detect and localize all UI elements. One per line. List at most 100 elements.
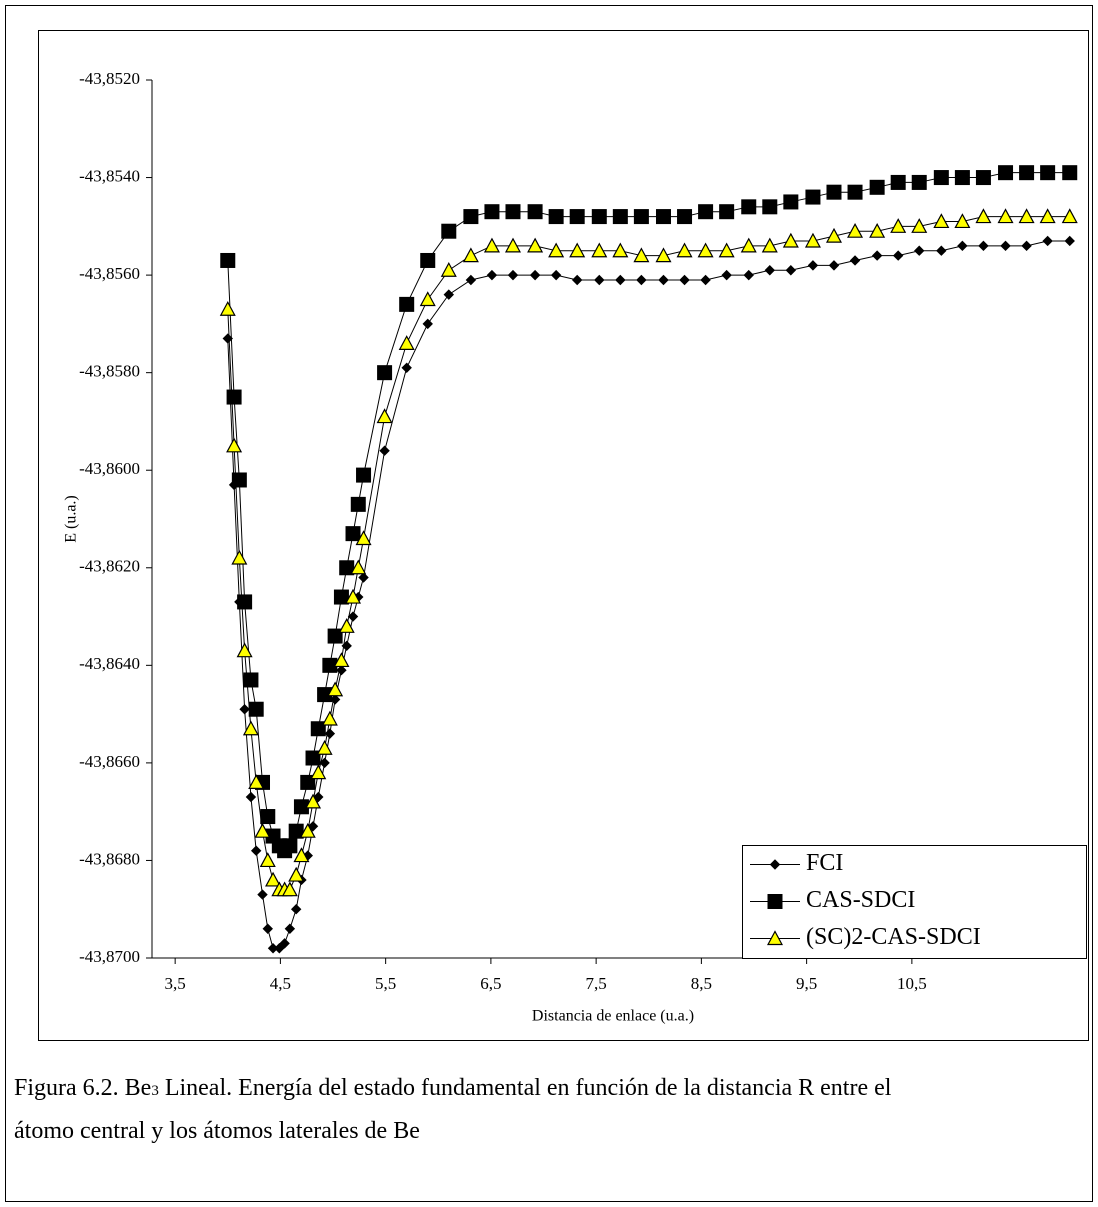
marker-diamond [743, 269, 754, 281]
y-tick-label: -43,8620 [79, 557, 140, 576]
marker-diamond [262, 923, 273, 934]
marker-triangle [226, 437, 243, 453]
marker-triangle [265, 871, 282, 887]
y-tick-label: -43,8700 [79, 947, 140, 966]
caption-text: átomo central y los átomos laterales de … [14, 1118, 420, 1144]
marker-triangle [718, 242, 735, 258]
marker-triangle [548, 242, 565, 258]
marker-triangle [281, 881, 298, 897]
marker-triangle [483, 237, 500, 253]
marker-triangle [569, 242, 586, 258]
legend-label: FCI [806, 850, 843, 876]
marker-triangle [997, 208, 1014, 224]
x-tick-label: 9,5 [796, 974, 817, 993]
y-tick-label: -43,8540 [79, 166, 140, 185]
marker-diamond [443, 289, 454, 300]
marker-square [505, 204, 521, 220]
marker-square [220, 252, 236, 268]
marker-triangle [697, 242, 714, 258]
marker-diamond [486, 269, 498, 281]
chart-frame [38, 30, 1089, 1041]
marker-square [655, 209, 671, 225]
marker-triangle [676, 242, 693, 258]
marker-diamond [465, 274, 477, 286]
marker-square [1019, 165, 1035, 181]
marker-triangle [219, 300, 236, 316]
marker-diamond [1000, 240, 1011, 252]
marker-diamond [284, 923, 296, 934]
marker-triangle [299, 822, 316, 838]
marker-triangle [242, 720, 259, 736]
marker-square [377, 365, 393, 381]
marker-square [548, 209, 564, 225]
y-tick-label: -43,8600 [79, 459, 140, 478]
marker-triangle [591, 242, 608, 258]
marker-diamond [700, 274, 711, 286]
marker-triangle [633, 247, 650, 263]
x-tick-label: 3,5 [165, 974, 186, 993]
marker-diamond [358, 572, 369, 583]
marker-triangle [740, 237, 757, 253]
x-tick-label: 7,5 [586, 974, 607, 993]
marker-triangle [376, 408, 393, 424]
marker-diamond [324, 728, 336, 739]
marker-diamond [764, 265, 775, 276]
marker-square [1062, 165, 1078, 181]
marker-diamond [679, 274, 690, 286]
y-tick-label: -43,8660 [79, 752, 140, 771]
marker-diamond [319, 757, 330, 769]
y-tick-label: -43,8560 [79, 264, 140, 283]
marker-square [826, 184, 842, 200]
marker-square [869, 179, 885, 195]
marker-triangle [254, 822, 271, 838]
marker-square [741, 199, 757, 215]
marker-diamond [507, 269, 519, 281]
marker-diamond [329, 694, 341, 705]
marker-diamond [257, 889, 268, 900]
marker-diamond [1042, 235, 1053, 247]
marker-diamond [341, 640, 352, 652]
marker-square [954, 170, 970, 186]
marker-triangle [612, 242, 629, 258]
marker-triangle [761, 237, 778, 253]
marker-triangle [310, 764, 327, 780]
marker-diamond [379, 445, 390, 456]
marker-triangle [333, 652, 350, 668]
marker-triangle [350, 559, 367, 575]
marker-square [327, 628, 343, 644]
marker-triangle [911, 218, 928, 233]
marker-triangle [345, 588, 362, 604]
marker-square [248, 701, 264, 717]
marker-diamond [245, 791, 257, 803]
marker-triangle [327, 681, 344, 697]
marker-triangle [338, 618, 355, 633]
marker-diamond [936, 245, 947, 256]
marker-triangle [954, 213, 971, 229]
marker-triangle [321, 710, 338, 726]
marker-square [569, 209, 585, 225]
marker-triangle [782, 232, 799, 248]
marker-triangle [316, 739, 333, 755]
marker-diamond [571, 274, 583, 286]
x-tick-label: 6,5 [480, 974, 501, 993]
marker-diamond [290, 904, 302, 915]
caption-text: Figura 6.2. Be [14, 1075, 152, 1101]
marker-square [282, 838, 298, 854]
marker-square [612, 209, 628, 225]
x-tick-label: 4,5 [270, 974, 291, 993]
marker-square [847, 184, 863, 200]
marker-square [310, 721, 326, 737]
marker-square [933, 170, 949, 186]
marker-triangle [766, 930, 784, 946]
marker-diamond [274, 943, 285, 954]
marker-triangle [398, 335, 415, 350]
marker-diamond [1064, 235, 1075, 247]
marker-square [356, 467, 372, 483]
marker-square [591, 209, 607, 225]
marker-triangle [419, 291, 436, 307]
marker-square [677, 209, 693, 225]
y-tick-label: -43,8520 [79, 69, 140, 88]
legend-label: (SC)2-CAS-SDCI [806, 924, 981, 950]
marker-diamond [550, 269, 562, 281]
marker-square [345, 526, 361, 542]
